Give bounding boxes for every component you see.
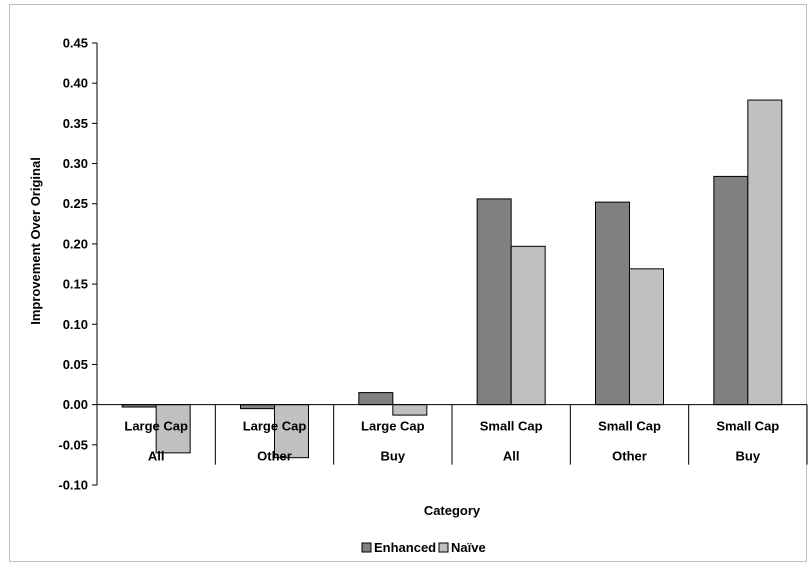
y-tick-label: 0.45 [63, 36, 88, 51]
y-tick-label: 0.05 [63, 357, 88, 372]
category-label-line1: Small Cap [716, 419, 779, 434]
x-axis-title: Category [424, 503, 481, 518]
legend: Enhanced Naïve [361, 540, 486, 555]
y-tick-label: -0.10 [58, 478, 88, 493]
category-label-line1: Small Cap [480, 419, 543, 434]
category-label-line2: Buy [736, 449, 761, 464]
y-tick-label: 0.25 [63, 196, 88, 211]
y-axis-title: Improvement Over Original [28, 157, 43, 325]
category-label-line2: Other [612, 449, 647, 464]
bar-enhanced-4 [476, 198, 512, 406]
axes-layer [92, 42, 808, 486]
legend-label-na-ve: Naïve [451, 540, 486, 555]
category-label-line2: All [148, 449, 165, 464]
labels-layer: -0.10 -0.05 0.00 0.05 0.10 0.15 0.20 0.25 0.30 0.… [58, 36, 779, 493]
legend-swatch-na-ve [438, 542, 449, 553]
category-label-line1: Large Cap [361, 419, 425, 434]
bar-na-ve-4 [510, 245, 546, 406]
y-tick-label: 0.30 [63, 156, 88, 171]
y-tick-label: -0.05 [58, 437, 88, 452]
bars-layer [121, 99, 783, 459]
bar-chart: -0.10 -0.05 0.00 0.05 0.10 0.15 0.20 0.25 0.30 0.… [28, 36, 808, 555]
category-label-line2: All [503, 449, 520, 464]
category-label-line1: Large Cap [124, 419, 188, 434]
legend-label-enhanced: Enhanced [374, 540, 436, 555]
bar-enhanced-5 [595, 201, 630, 406]
category-label-line2: Buy [381, 449, 406, 464]
y-tick-label: 0.00 [63, 397, 88, 412]
legend-swatch-enhanced [361, 542, 372, 553]
bar-enhanced-6 [713, 175, 749, 406]
category-label-line1: Large Cap [243, 419, 307, 434]
bar-na-ve-3 [392, 404, 428, 416]
bar-na-ve-6 [747, 99, 783, 406]
y-tick-label: 0.20 [63, 236, 88, 251]
bar-na-ve-5 [629, 268, 664, 406]
bar-na-ve-2 [274, 404, 309, 459]
y-tick-label: 0.10 [63, 317, 88, 332]
category-label-line1: Small Cap [598, 419, 661, 434]
chart-frame: -0.10 -0.05 0.00 0.05 0.10 0.15 0.20 0.25 0.30 0.… [9, 4, 808, 562]
y-tick-label: 0.15 [63, 277, 88, 292]
bar-enhanced-3 [358, 392, 394, 406]
y-tick-label: 0.40 [63, 76, 88, 91]
category-label-line2: Other [257, 449, 292, 464]
y-tick-label: 0.35 [63, 116, 88, 131]
bar-enhanced-2 [240, 404, 275, 410]
